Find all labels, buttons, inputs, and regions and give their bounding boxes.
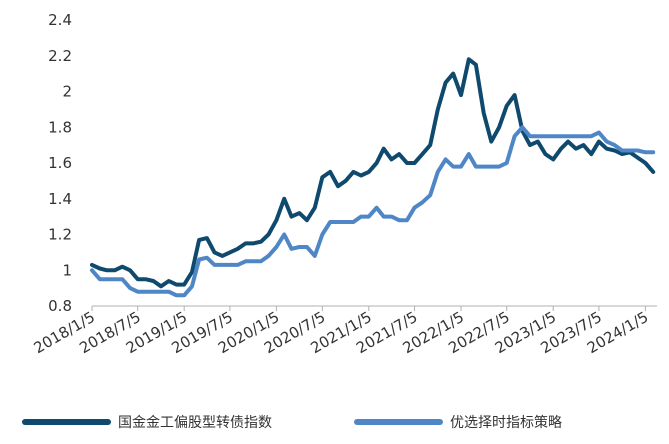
y-tick-label: 1.2	[48, 226, 72, 244]
legend-label-series-1: 国金金工偏股型转债指数	[118, 415, 272, 431]
series-line-1	[90, 57, 656, 289]
y-tick-label: 0.8	[48, 297, 72, 315]
series-line-2	[90, 125, 656, 298]
y-tick-label: 1.8	[48, 118, 72, 136]
y-tick-label: 1.6	[48, 154, 72, 172]
y-tick-label: 2.2	[48, 47, 72, 65]
x-axis-ticks: 2018/1/52018/7/52019/1/52019/7/52020/1/5…	[31, 306, 651, 357]
y-tick-label: 2.4	[48, 11, 72, 29]
legend-label-series-2: 优选择时指标策略	[450, 414, 562, 431]
legend: 国金金工偏股型转债指数 优选择时指标策略	[22, 414, 562, 431]
series-lines	[90, 57, 656, 298]
y-tick-label: 2	[62, 83, 72, 101]
y-tick-label: 1.4	[48, 190, 72, 208]
y-axis-ticks: 0.8 1 1.2 1.4 1.6 1.8 2 2.2 2.4	[48, 11, 72, 315]
y-tick-label: 1	[62, 261, 72, 279]
